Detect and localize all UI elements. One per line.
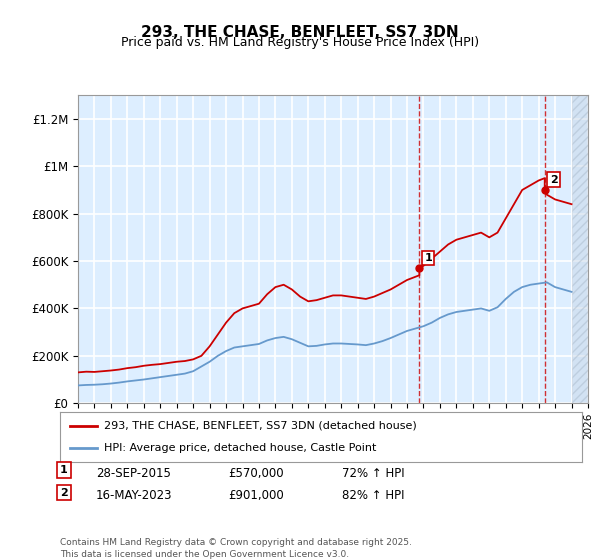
Text: 2: 2 [550, 175, 557, 185]
Text: 82% ↑ HPI: 82% ↑ HPI [342, 489, 404, 502]
Text: 1: 1 [424, 253, 432, 263]
Bar [572, 95, 588, 403]
Text: £901,000: £901,000 [228, 489, 284, 502]
Text: £570,000: £570,000 [228, 466, 284, 480]
Text: Contains HM Land Registry data © Crown copyright and database right 2025.
This d: Contains HM Land Registry data © Crown c… [60, 538, 412, 559]
Text: Price paid vs. HM Land Registry's House Price Index (HPI): Price paid vs. HM Land Registry's House … [121, 36, 479, 49]
Text: 28-SEP-2015: 28-SEP-2015 [96, 466, 171, 480]
Text: 293, THE CHASE, BENFLEET, SS7 3DN: 293, THE CHASE, BENFLEET, SS7 3DN [141, 25, 459, 40]
Text: 1: 1 [60, 465, 68, 475]
Text: HPI: Average price, detached house, Castle Point: HPI: Average price, detached house, Cast… [104, 443, 377, 453]
Text: 16-MAY-2023: 16-MAY-2023 [96, 489, 173, 502]
Text: 2: 2 [60, 488, 68, 498]
Text: 293, THE CHASE, BENFLEET, SS7 3DN (detached house): 293, THE CHASE, BENFLEET, SS7 3DN (detac… [104, 421, 417, 431]
Text: 72% ↑ HPI: 72% ↑ HPI [342, 466, 404, 480]
